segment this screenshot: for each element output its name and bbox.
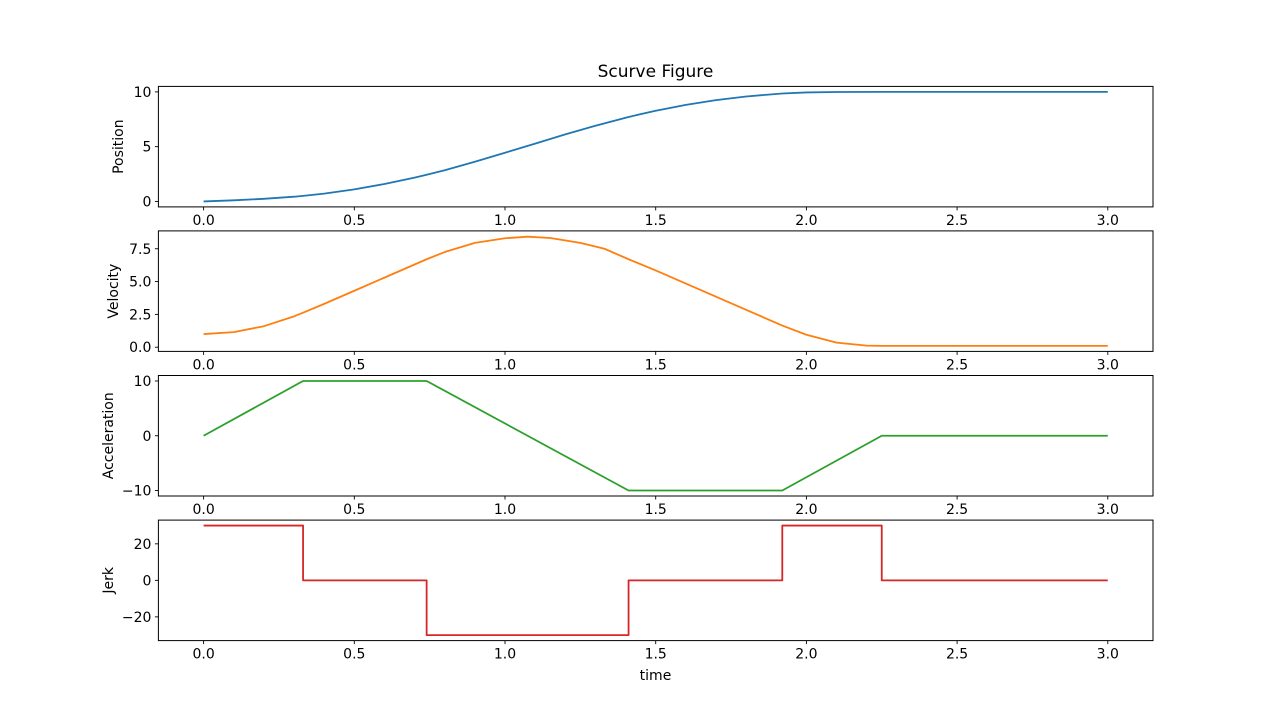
y-tick-label: 0 [142, 194, 151, 210]
x-tick-label: 0.0 [192, 213, 214, 229]
x-tick-label: 1.0 [494, 502, 516, 518]
jerk-y-ticks: −20 0 20 [122, 537, 159, 626]
x-tick-label: 3.0 [1097, 357, 1119, 373]
x-tick-label: 0.0 [192, 357, 214, 373]
x-tick-label: 1.0 [494, 357, 516, 373]
y-tick-label: 5.0 [129, 275, 151, 291]
x-axis-label: time [640, 668, 672, 684]
x-tick-label: 2.0 [795, 502, 817, 518]
subplot-velocity: 0.0 0.5 1.0 1.5 2.0 2.5 3.0 0.0 2.5 5.0 7.5 Velocit… [106, 230, 1154, 373]
x-tick-label: 2.5 [946, 357, 968, 373]
y-tick-label: 7.5 [129, 242, 151, 258]
y-axis-label-position: Position [111, 119, 127, 174]
velocity-curve [203, 235, 1108, 347]
x-tick-label: 3.0 [1097, 647, 1119, 663]
x-tick-label: 3.0 [1097, 502, 1119, 518]
x-tick-label: 0.5 [343, 502, 365, 518]
velocity-y-ticks: 0.0 2.5 5.0 7.5 [129, 242, 159, 356]
position-curve [203, 90, 1108, 203]
subplot-jerk: 0.0 0.5 1.0 1.5 2.0 2.5 3.0 −20 0 20 Jerk [101, 519, 1154, 663]
x-tick-label: 1.5 [645, 502, 667, 518]
acceleration-curve [203, 380, 1108, 492]
y-axis-label-velocity: Velocity [106, 264, 122, 319]
x-tick-label: 2.0 [795, 357, 817, 373]
x-tick-label: 0.0 [192, 647, 214, 663]
x-tick-label: 1.0 [494, 213, 516, 229]
subplot-acceleration: 0.0 0.5 1.0 1.5 2.0 2.5 3.0 −10 0 10 Acceleration [101, 374, 1154, 518]
x-tick-label: 1.5 [645, 357, 667, 373]
y-tick-label: 0.0 [129, 340, 151, 356]
y-tick-label: 5 [142, 140, 151, 156]
x-tick-label: 0.5 [343, 647, 365, 663]
figure-title: Scurve Figure [598, 62, 714, 82]
x-tick-label: 2.0 [795, 213, 817, 229]
x-tick-label: 1.5 [645, 213, 667, 229]
jerk-x-ticks: 0.0 0.5 1.0 1.5 2.0 2.5 3.0 [192, 640, 1119, 663]
x-tick-label: 2.5 [946, 647, 968, 663]
x-tick-label: 0.5 [343, 213, 365, 229]
y-tick-label: −10 [122, 484, 152, 500]
x-tick-label: 2.5 [946, 213, 968, 229]
subplots-container: 0.0 0.5 1.0 1.5 2.0 2.5 3.0 0 5 10 Position 0.0 0.5 1… [101, 85, 1154, 663]
y-tick-label: 2.5 [129, 307, 151, 323]
y-tick-label: 10 [134, 85, 152, 101]
y-tick-label: 0 [142, 429, 151, 445]
y-axis-label-acceleration: Acceleration [101, 392, 117, 479]
position-x-ticks: 0.0 0.5 1.0 1.5 2.0 2.5 3.0 [192, 206, 1119, 229]
jerk-curve [203, 524, 1108, 637]
x-tick-label: 1.0 [494, 647, 516, 663]
x-tick-label: 1.5 [645, 647, 667, 663]
velocity-x-ticks: 0.0 0.5 1.0 1.5 2.0 2.5 3.0 [192, 351, 1119, 373]
y-axis-label-jerk: Jerk [101, 566, 117, 594]
x-tick-label: 2.0 [795, 647, 817, 663]
x-tick-label: 0.5 [343, 357, 365, 373]
subplot-position: 0.0 0.5 1.0 1.5 2.0 2.5 3.0 0 5 10 Position [111, 85, 1154, 229]
y-tick-label: 10 [134, 374, 152, 390]
acceleration-y-ticks: −10 0 10 [122, 374, 159, 500]
x-tick-label: 0.0 [192, 502, 214, 518]
y-tick-label: 0 [142, 573, 151, 589]
x-tick-label: 2.5 [946, 502, 968, 518]
acceleration-x-ticks: 0.0 0.5 1.0 1.5 2.0 2.5 3.0 [192, 496, 1119, 518]
position-y-ticks: 0 5 10 [134, 85, 159, 210]
x-tick-label: 3.0 [1097, 213, 1119, 229]
y-tick-label: 20 [134, 537, 152, 553]
y-tick-label: −20 [122, 610, 152, 626]
